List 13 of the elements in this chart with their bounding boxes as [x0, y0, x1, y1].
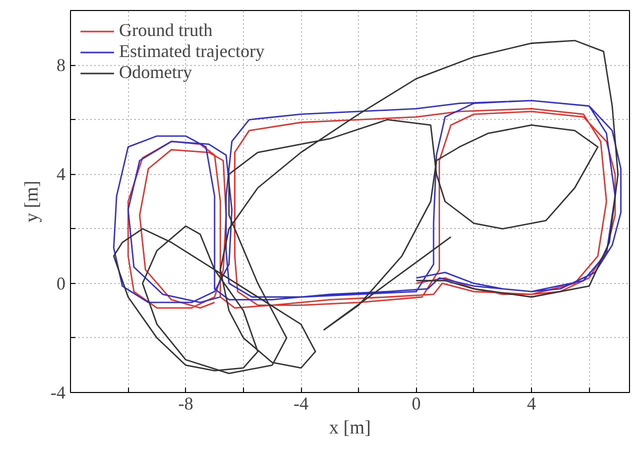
line-series: [113, 40, 619, 374]
y-tick-label: 4: [56, 164, 66, 184]
y-tick-label: 0: [56, 273, 66, 294]
legend-label: Ground truth: [119, 20, 212, 41]
x-tick-label: 0: [412, 394, 421, 414]
y-tick-label: 8: [56, 55, 66, 76]
y-axis-title: y [m]: [22, 180, 43, 222]
x-axis-title: x [m]: [329, 418, 371, 438]
x-tick-label: -8: [178, 394, 194, 414]
legend-label: Estimated trajectory: [119, 41, 264, 62]
x-tick-label: 4: [527, 394, 536, 414]
legend-label: Odometry: [119, 62, 192, 83]
x-tick-label: -4: [294, 394, 309, 414]
